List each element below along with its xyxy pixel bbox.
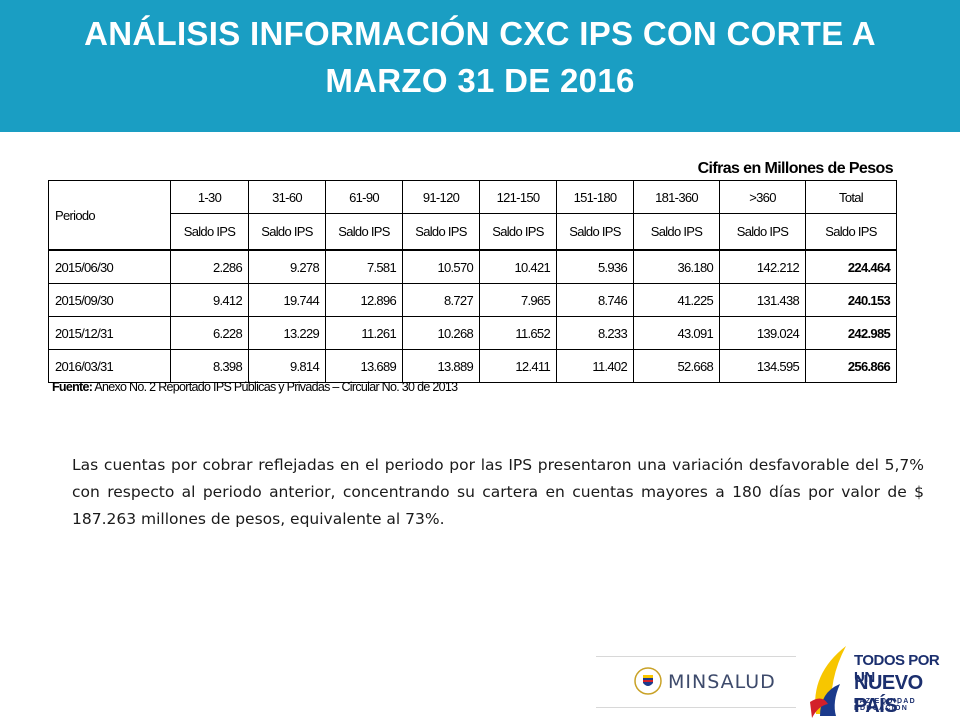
periodo-cell: 2015/09/30	[48, 283, 171, 317]
value-cell: 9.412	[170, 283, 249, 317]
sub-header: Saldo IPS	[402, 213, 480, 251]
logo-line-2: NUEVO PAÍS	[854, 672, 923, 717]
table-row: 2015/12/31 6.228 13.229 11.261 10.268 11…	[48, 316, 897, 350]
value-cell: 11.402	[556, 349, 634, 383]
total-cell: 242.985	[805, 316, 897, 350]
flag-swoosh-icon	[810, 646, 846, 718]
value-cell: 10.268	[402, 316, 480, 350]
value-cell: 2.286	[170, 249, 249, 284]
value-cell: 139.024	[719, 316, 806, 350]
cxc-table: Periodo 1-30 31-60 61-90 91-120 121-150 …	[48, 180, 897, 383]
range-header: 61-90	[325, 180, 403, 214]
range-header-row: Periodo 1-30 31-60 61-90 91-120 121-150 …	[48, 180, 897, 251]
value-cell: 142.212	[719, 249, 806, 284]
value-cell: 7.581	[325, 249, 403, 284]
value-cell: 7.965	[479, 283, 557, 317]
source-note: Fuente: Anexo No. 2 Reportado IPS Públic…	[52, 380, 458, 394]
range-header: 181-360	[633, 180, 720, 214]
sub-header: Saldo IPS	[325, 213, 403, 251]
minsalud-logo: MINSALUD	[596, 656, 796, 708]
periodo-cell: 2016/03/31	[48, 349, 171, 383]
value-cell: 12.896	[325, 283, 403, 317]
value-cell: 52.668	[633, 349, 720, 383]
page-title: ANÁLISIS INFORMACIÓN CXC IPS CON CORTE A…	[84, 15, 876, 99]
value-cell: 6.228	[170, 316, 249, 350]
periodo-cell: 2015/06/30	[48, 249, 171, 284]
value-cell: 13.689	[325, 349, 403, 383]
value-cell: 8.398	[170, 349, 249, 383]
total-cell: 224.464	[805, 249, 897, 284]
value-cell: 10.421	[479, 249, 557, 284]
value-cell: 13.889	[402, 349, 480, 383]
value-cell: 9.814	[248, 349, 326, 383]
value-cell: 41.225	[633, 283, 720, 317]
periodo-header: Periodo	[48, 180, 171, 251]
todos-por-un-nuevo-pais-logo: TODOS POR UN NUEVO PAÍS PAZ EQUIDAD EDUC…	[806, 644, 960, 720]
periodo-cell: 2015/12/31	[48, 316, 171, 350]
value-cell: 36.180	[633, 249, 720, 284]
value-cell: 134.595	[719, 349, 806, 383]
sub-header-row: Saldo IPS Saldo IPS Saldo IPS Saldo IPS …	[49, 213, 897, 251]
value-cell: 131.438	[719, 283, 806, 317]
table-row: 2015/09/30 9.412 19.744 12.896 8.727 7.9…	[48, 283, 897, 317]
sub-header: Saldo IPS	[248, 213, 326, 251]
sub-header: Saldo IPS	[633, 213, 720, 251]
range-header: 121-150	[479, 180, 557, 214]
logo-line-1: TODOS POR UN	[854, 652, 940, 686]
value-cell: 11.261	[325, 316, 403, 350]
value-cell: 19.744	[248, 283, 326, 317]
table-row: 2016/03/31 8.398 9.814 13.689 13.889 12.…	[48, 349, 897, 383]
coat-of-arms-icon	[634, 667, 662, 695]
sub-header: Saldo IPS	[170, 213, 249, 251]
range-header: 31-60	[248, 180, 326, 214]
total-cell: 256.866	[805, 349, 897, 383]
source-label: Fuente:	[52, 380, 93, 394]
sub-header: Saldo IPS	[556, 213, 634, 251]
value-cell: 9.278	[248, 249, 326, 284]
source-text: Anexo No. 2 Reportado IPS Públicas y Pri…	[94, 380, 458, 394]
value-cell: 8.233	[556, 316, 634, 350]
range-header: 1-30	[170, 180, 249, 214]
range-header: 91-120	[402, 180, 480, 214]
analysis-paragraph: Las cuentas por cobrar reflejadas en el …	[72, 455, 924, 528]
value-cell: 43.091	[633, 316, 720, 350]
total-header: Total	[805, 180, 897, 214]
title-banner: ANÁLISIS INFORMACIÓN CXC IPS CON CORTE A…	[0, 0, 960, 132]
sub-header: Saldo IPS	[719, 213, 806, 251]
units-note: Cifras en Millones de Pesos	[697, 160, 894, 177]
value-cell: 12.411	[479, 349, 557, 383]
total-cell: 240.153	[805, 283, 897, 317]
table-row: 2015/06/30 2.286 9.278 7.581 10.570 10.4…	[48, 249, 897, 284]
sub-header: Saldo IPS	[479, 213, 557, 251]
minsalud-wordmark: MINSALUD	[668, 671, 776, 693]
sub-header: Saldo IPS	[805, 213, 897, 251]
value-cell: 13.229	[248, 316, 326, 350]
range-header: 151-180	[556, 180, 634, 214]
value-cell: 8.727	[402, 283, 480, 317]
range-header: >360	[719, 180, 806, 214]
logo-line-3: PAZ EQUIDAD EDUCACIÓN	[854, 698, 917, 712]
value-cell: 5.936	[556, 249, 634, 284]
footer-logos: MINSALUD TODOS POR UN NUEVO PAÍS PAZ EQU…	[596, 640, 960, 720]
value-cell: 8.746	[556, 283, 634, 317]
value-cell: 11.652	[479, 316, 557, 350]
value-cell: 10.570	[402, 249, 480, 284]
